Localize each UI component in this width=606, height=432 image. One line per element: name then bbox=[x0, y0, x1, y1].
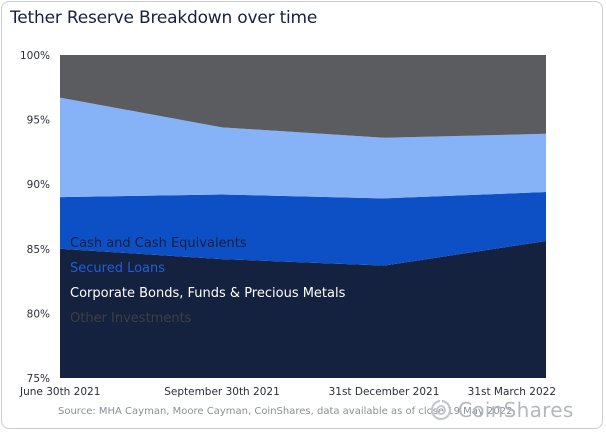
legend-item: Cash and Cash Equivalents bbox=[70, 236, 247, 251]
legend-item: Corporate Bonds, Funds & Precious Metals bbox=[70, 286, 346, 301]
y-tick-label: 100% bbox=[20, 50, 50, 62]
x-tick-label: 31st March 2022 bbox=[468, 386, 556, 398]
brand-logo: CoinShares bbox=[430, 398, 574, 422]
y-tick-label: 90% bbox=[27, 179, 50, 191]
y-tick-label: 75% bbox=[27, 373, 50, 385]
brand-name: CoinShares bbox=[458, 398, 574, 422]
coinshares-logo-icon bbox=[430, 399, 452, 421]
y-tick-label: 95% bbox=[27, 115, 50, 127]
y-tick-label: 80% bbox=[27, 308, 50, 320]
legend-item: Other Investments bbox=[70, 311, 192, 326]
y-tick-label: 85% bbox=[27, 244, 50, 256]
x-tick-label: June 30th 2021 bbox=[19, 386, 100, 398]
legend-item: Secured Loans bbox=[70, 261, 165, 276]
x-tick-label: 31st December 2021 bbox=[329, 386, 440, 398]
source-note: Source: MHA Cayman, Moore Cayman, CoinSh… bbox=[58, 406, 513, 417]
chart-title: Tether Reserve Breakdown over time bbox=[10, 8, 318, 28]
x-tick-label: September 30th 2021 bbox=[164, 386, 280, 398]
area-cash-and-cash-equivalents bbox=[60, 241, 546, 378]
area-secured-loans bbox=[60, 192, 546, 266]
area-corporate-bonds-funds-precious-metals bbox=[60, 97, 546, 199]
area-other-investments bbox=[60, 55, 546, 138]
